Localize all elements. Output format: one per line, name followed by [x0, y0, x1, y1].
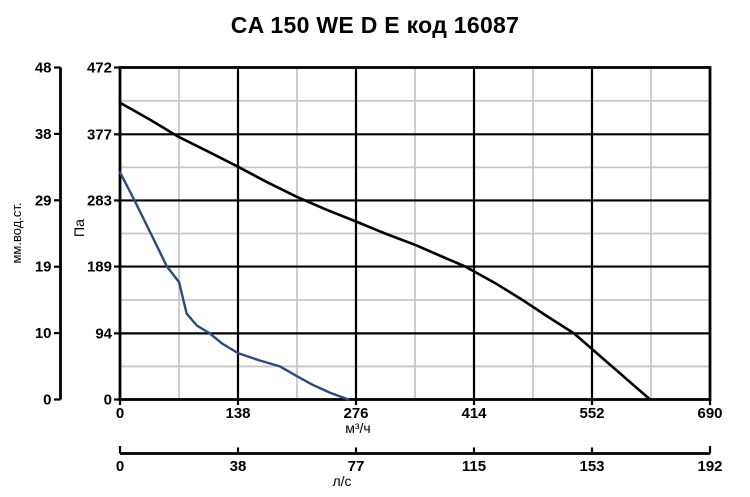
grid-minor	[120, 67, 710, 400]
ls-tick-label: 38	[230, 458, 247, 475]
m3h-tick-label: 690	[697, 405, 722, 422]
series-curves	[118, 101, 652, 401]
m3h-tick-label: 0	[116, 405, 124, 422]
pressure-curve-main	[118, 101, 652, 401]
chart-title: CA 150 WE D E код 16087	[230, 12, 520, 38]
grid-major	[120, 67, 710, 400]
pa-tick-label: 472	[87, 60, 112, 77]
axis-m3h: 0 138 276 414 552 690 м³/ч	[116, 399, 723, 436]
mmh2o-axis-label: мм.вод.ст.	[9, 202, 24, 263]
pa-tick-label: 94	[95, 325, 112, 342]
pressure-curve-secondary	[118, 171, 350, 401]
axis-ls: 0 38 77 115 153 192 л/с	[116, 446, 723, 489]
mmh2o-tick-label: 38	[35, 126, 52, 143]
axis-mmh2o: 0 10 19 29 38 48 мм.вод.ст.	[9, 60, 62, 409]
m3h-tick-label: 276	[343, 405, 368, 422]
plot-border	[118, 66, 712, 401]
axis-pa: 0 94 189 283 377 472 Па	[71, 60, 120, 409]
mmh2o-tick-label: 0	[43, 392, 51, 409]
ls-tick-label: 192	[697, 458, 722, 475]
pa-tick-label: 377	[87, 126, 112, 143]
ls-axis-label: л/с	[332, 473, 351, 489]
ls-tick-label: 153	[579, 458, 604, 475]
pa-tick-label: 283	[87, 192, 112, 209]
ls-tick-label: 0	[116, 458, 124, 475]
pa-tick-label: 189	[87, 259, 112, 276]
m3h-tick-label: 552	[579, 405, 604, 422]
ls-tick-label: 77	[348, 458, 365, 475]
mmh2o-tick-label: 19	[35, 259, 52, 276]
mmh2o-tick-label: 29	[35, 192, 52, 209]
pa-axis-label: Па	[71, 219, 87, 237]
mmh2o-tick-label: 10	[35, 325, 52, 342]
ls-tick-label: 115	[462, 458, 486, 475]
m3h-tick-label: 138	[225, 405, 250, 422]
m3h-tick-label: 414	[461, 405, 487, 422]
mmh2o-tick-label: 48	[35, 60, 52, 77]
pa-tick-label: 0	[104, 392, 112, 409]
m3h-axis-label: м³/ч	[345, 420, 370, 436]
